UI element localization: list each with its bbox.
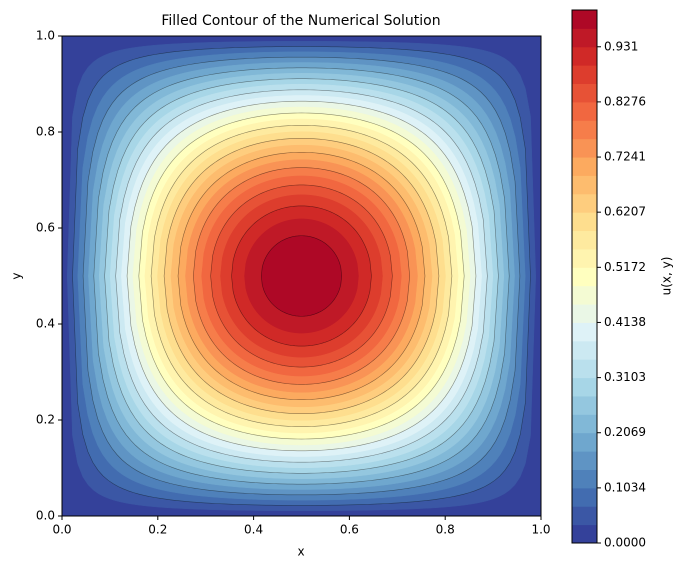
contour-line [93, 67, 510, 485]
colorbar-band [572, 377, 597, 397]
colorbar-band [572, 285, 597, 305]
colorbar-band [572, 10, 597, 29]
colorbar-tick-label: 0.2069 [604, 425, 646, 439]
colorbar-band [572, 230, 597, 250]
x-tick-label: 0.6 [340, 523, 359, 537]
colorbar-band [572, 432, 597, 452]
plot-frame [61, 35, 542, 517]
contour-line [126, 100, 477, 452]
y-tick-label: 1.0 [36, 29, 55, 43]
colorbar-band [572, 340, 597, 360]
x-axis-label: x [297, 545, 304, 559]
x-tick-label: 0.4 [244, 523, 263, 537]
colorbar-tick-label: 0.4138 [604, 315, 646, 329]
contour-line [104, 78, 499, 474]
y-tick-label: 0.0 [36, 509, 55, 523]
colorbar-tick-label: 0.1034 [604, 480, 646, 494]
colorbar-band [572, 322, 597, 342]
colorbar-band [572, 395, 597, 415]
colorbar-band [572, 175, 597, 195]
colorbar-frame [571, 9, 598, 544]
colorbar-band [572, 451, 597, 470]
colorbar-band [572, 157, 597, 176]
contour-line [177, 151, 426, 401]
colorbar-tick-label: 0.3103 [604, 370, 646, 384]
colorbar-band [572, 138, 597, 158]
contour-line [231, 205, 372, 347]
contour-line [82, 56, 521, 496]
contour-line [210, 184, 393, 368]
colorbar-band [572, 28, 597, 48]
chart-title: Filled Contour of the Numerical Solution [161, 13, 440, 29]
contour-line [138, 112, 465, 440]
x-tick-label: 0.8 [436, 523, 455, 537]
y-tick-label: 0.6 [36, 221, 55, 235]
colorbar-band [572, 487, 597, 507]
colorbar-band [572, 212, 597, 232]
y-tick-label: 0.8 [36, 125, 55, 139]
colorbar-tick-label: 0.0000 [604, 536, 646, 550]
contour-line [72, 46, 531, 506]
x-tick-label: 0.2 [148, 523, 167, 537]
colorbar-tick-label: 0.931 [604, 39, 638, 53]
colorbar-band [572, 524, 597, 544]
y-axis-label: y [10, 272, 24, 279]
colorbar-tick-label: 0.6207 [604, 205, 646, 219]
contour-band [261, 235, 342, 317]
colorbar-label: u(x, y) [660, 257, 674, 296]
colorbar-band [572, 267, 597, 287]
colorbar-tick-label: 0.7241 [604, 150, 646, 164]
x-tick-label: 1.0 [531, 523, 550, 537]
colorbar-band [572, 414, 597, 434]
contour-line [192, 167, 411, 385]
colorbar-tick-label: 0.8276 [604, 94, 646, 108]
contour-line [115, 89, 488, 463]
colorbar-band [572, 65, 597, 85]
colorbar-band [572, 248, 597, 268]
y-tick-label: 0.4 [36, 317, 55, 331]
colorbar-band [572, 101, 597, 121]
contour-line [261, 235, 342, 317]
colorbar-band [572, 506, 597, 526]
colorbar-band [572, 46, 597, 66]
colorbar-band [572, 304, 597, 323]
colorbar-band [572, 120, 597, 140]
x-tick-label: 0.0 [52, 523, 71, 537]
colorbar-tick-label: 0.5172 [604, 260, 646, 274]
colorbar-band [572, 83, 597, 103]
colorbar-band [572, 469, 597, 489]
y-tick-label: 0.2 [36, 413, 55, 427]
colorbar-band [572, 359, 597, 379]
contour-line [150, 124, 453, 428]
contour-line [163, 138, 440, 414]
colorbar-band [572, 193, 597, 213]
